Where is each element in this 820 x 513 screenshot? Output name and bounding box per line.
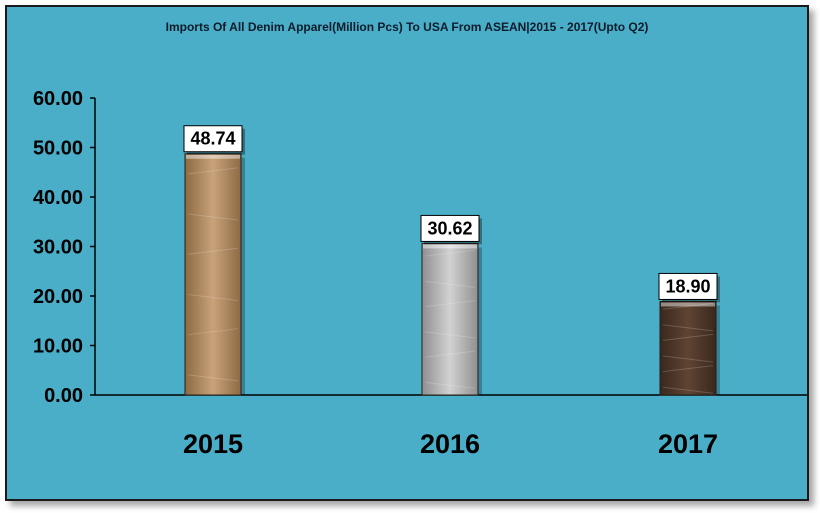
x-tick-label: 2017 (658, 429, 718, 459)
value-label-box (658, 272, 718, 300)
bar-texture (662, 365, 714, 373)
x-tick-label: 2016 (420, 429, 480, 459)
bar-texture (187, 374, 239, 382)
value-label: 30.62 (427, 218, 472, 238)
y-tick-label: 60.00 (33, 88, 83, 110)
bar-bevel (423, 244, 477, 249)
y-tick-label: 40.00 (33, 187, 83, 209)
bar-texture (424, 331, 476, 339)
value-label-box (420, 214, 480, 242)
bar-texture (187, 167, 239, 175)
y-tick-label: 30.00 (33, 237, 83, 259)
y-tick-label: 10.00 (33, 336, 83, 358)
bar-chart: 0.00 10.00 20.00 30.00 40.00 50.00 60.00 48.74… (33, 88, 807, 459)
y-tick-label: 0.00 (44, 385, 83, 407)
value-label: 18.90 (665, 276, 710, 296)
bar-texture (424, 350, 476, 358)
chart-frame: Imports Of All Denim Apparel(Million Pcs… (5, 5, 809, 501)
bar-texture (424, 249, 476, 257)
bar-texture (187, 293, 239, 301)
bar-bevel (661, 302, 715, 307)
y-tick-label: 20.00 (33, 286, 83, 308)
bar-texture (424, 300, 476, 308)
bar-2017 (659, 300, 717, 396)
y-tick-label: 50.00 (33, 138, 83, 160)
bar-texture (662, 324, 714, 332)
chart-title: Imports Of All Denim Apparel(Million Pcs… (165, 20, 649, 34)
bar-texture (187, 213, 239, 221)
bar-texture (424, 381, 476, 389)
bar-texture (662, 386, 714, 394)
bar-bevel (186, 154, 240, 159)
value-label-box (183, 125, 243, 153)
bar-texture (662, 302, 714, 310)
bar-texture (662, 333, 714, 341)
bar-texture (187, 247, 239, 255)
bar-texture (424, 280, 476, 288)
x-tick-label: 2015 (183, 429, 243, 459)
bar-2015 (184, 153, 242, 396)
bar-2016 (421, 242, 479, 396)
bar-texture (187, 328, 239, 336)
bar-texture (662, 355, 714, 363)
value-label: 48.74 (190, 129, 235, 149)
